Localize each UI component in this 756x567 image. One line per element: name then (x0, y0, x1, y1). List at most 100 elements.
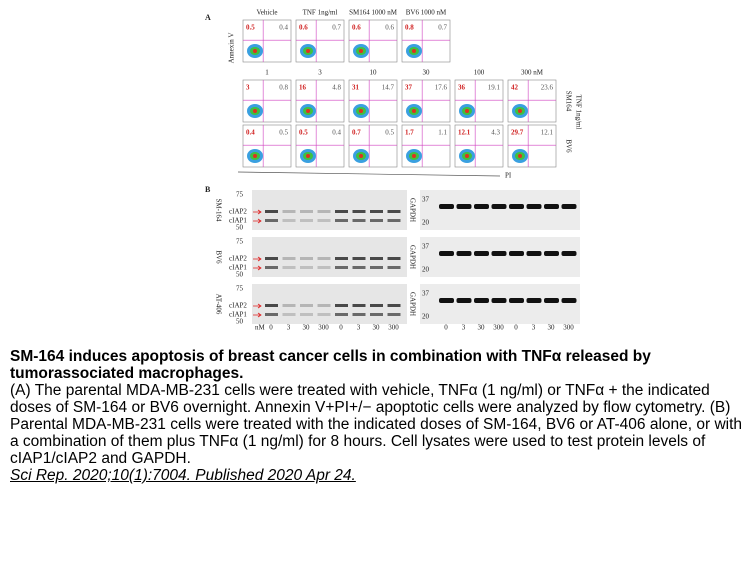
band (439, 204, 454, 209)
arrow (253, 209, 262, 224)
early-apoptosis-value: 29.7 (511, 129, 524, 137)
band (387, 210, 401, 213)
lane-label: 30 (548, 324, 556, 332)
late-apoptosis-value: 0.5 (385, 129, 394, 137)
early-apoptosis-value: 0.6 (352, 24, 361, 32)
caption-title: SM-164 induces apoptosis of breast cance… (10, 348, 651, 382)
band (474, 298, 489, 303)
band (370, 304, 383, 307)
late-apoptosis-value: 14.7 (382, 84, 395, 92)
band (317, 210, 331, 213)
band (544, 251, 559, 256)
late-apoptosis-value: 17.6 (435, 84, 448, 92)
marker: 37 (422, 243, 430, 251)
band (526, 251, 542, 256)
band (387, 219, 401, 222)
citation: Sci Rep. 2020;10(1):7004. Published 2020… (10, 467, 356, 484)
early-apoptosis-value: 42 (511, 84, 519, 92)
blot (420, 237, 580, 277)
cell-cluster (306, 49, 310, 53)
row-label: SM164 (564, 91, 572, 112)
cell-cluster (518, 154, 522, 158)
early-apoptosis-value: 0.7 (352, 129, 361, 137)
band (265, 266, 278, 269)
cell-cluster (359, 49, 363, 53)
unit-label: nM (255, 324, 266, 332)
early-apoptosis-value: 31 (352, 84, 360, 92)
lane-label: 0 (444, 324, 448, 332)
band (335, 313, 348, 316)
lane-label: 3 (532, 324, 536, 332)
band (265, 210, 278, 213)
column-header: SM164 1000 nM (349, 9, 398, 17)
blot (420, 284, 580, 324)
band (300, 313, 313, 316)
early-apoptosis-value: 36 (458, 84, 466, 92)
band (265, 257, 278, 260)
marker: 75 (236, 238, 244, 246)
cell-cluster (465, 109, 469, 113)
band (300, 210, 313, 213)
dose-header: 100 (474, 69, 485, 77)
panel-label: B (205, 185, 211, 194)
band (561, 251, 577, 256)
y-axis-label: Annexin V (228, 33, 236, 64)
band (544, 298, 559, 303)
band (335, 219, 348, 222)
control-label: GAPDH (408, 292, 416, 316)
early-apoptosis-value: 0.4 (246, 129, 255, 137)
band (491, 298, 507, 303)
band (439, 251, 454, 256)
band (370, 219, 383, 222)
band (456, 251, 472, 256)
lane-label: 300 (563, 324, 574, 332)
arrow (253, 256, 262, 271)
band (352, 257, 366, 260)
early-apoptosis-value: 37 (405, 84, 413, 92)
lane-label: 3 (287, 324, 291, 332)
dose-header: 30 (423, 69, 431, 77)
band (474, 251, 489, 256)
late-apoptosis-value: 4.3 (491, 129, 500, 137)
cell-cluster (253, 109, 257, 113)
band (317, 304, 331, 307)
band (352, 210, 366, 213)
band (282, 266, 296, 269)
early-apoptosis-value: 0.8 (405, 24, 414, 32)
cell-cluster (465, 154, 469, 158)
band (561, 204, 577, 209)
lane-label: 30 (373, 324, 381, 332)
dose-header: 1 (265, 69, 269, 77)
cell-cluster (306, 154, 310, 158)
drug-label: BV6 (214, 250, 222, 264)
marker: 50 (236, 318, 244, 326)
late-apoptosis-value: 0.8 (279, 84, 288, 92)
band (387, 257, 401, 260)
band (387, 266, 401, 269)
band (300, 257, 313, 260)
plot-frame (295, 19, 345, 63)
band (282, 313, 296, 316)
band (370, 266, 383, 269)
band (335, 257, 348, 260)
late-apoptosis-value: 0.4 (332, 129, 341, 137)
band (456, 204, 472, 209)
band (265, 219, 278, 222)
lane-label: 3 (462, 324, 466, 332)
column-header: Vehicle (257, 9, 278, 17)
marker: 50 (236, 224, 244, 232)
band (491, 251, 507, 256)
band (352, 219, 366, 222)
late-apoptosis-value: 1.1 (438, 129, 447, 137)
band (335, 304, 348, 307)
band (300, 266, 313, 269)
control-label: GAPDH (408, 245, 416, 269)
band (282, 257, 296, 260)
band (265, 304, 278, 307)
cell-cluster (518, 109, 522, 113)
band (335, 266, 348, 269)
lane-label: 0 (514, 324, 518, 332)
band (352, 304, 366, 307)
lane-label: 300 (493, 324, 504, 332)
